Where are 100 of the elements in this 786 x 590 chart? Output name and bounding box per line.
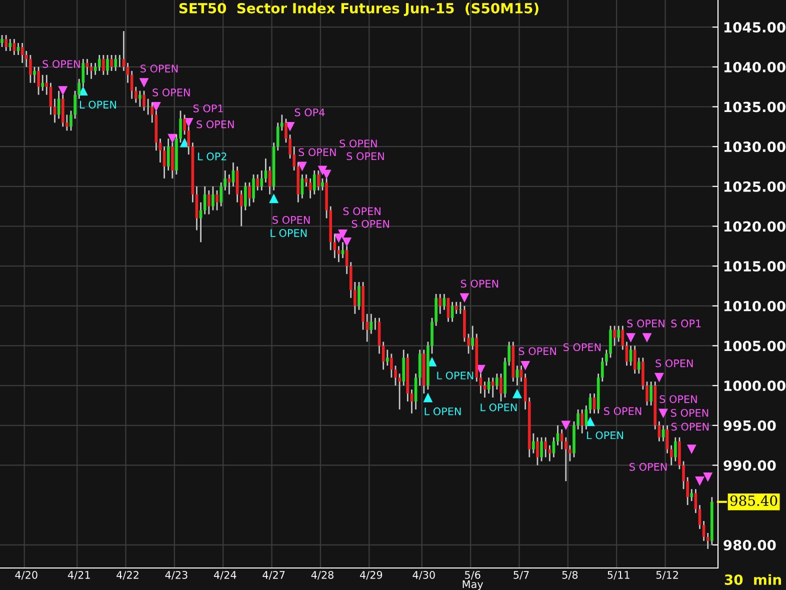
candlestick <box>382 341 385 370</box>
candlestick <box>418 349 422 386</box>
candlestick <box>674 436 677 462</box>
candlestick <box>613 325 616 346</box>
point <box>512 388 522 398</box>
point <box>654 372 664 382</box>
candlestick <box>166 138 170 172</box>
annotation: S OPEN <box>460 280 498 288</box>
candlestick <box>430 317 434 354</box>
point <box>269 194 279 204</box>
candlestick <box>544 436 548 458</box>
point <box>686 444 696 454</box>
candlestick <box>467 333 470 354</box>
y-tick-label: 1015.00 <box>724 261 786 272</box>
candlestick <box>690 488 694 502</box>
candlestick <box>390 353 393 378</box>
annotation: S OPEN <box>42 60 80 68</box>
y-tick-label: 1045.00 <box>724 22 786 33</box>
candlestick <box>41 74 44 92</box>
annotation: L OPEN <box>437 372 474 380</box>
point <box>338 230 348 239</box>
candlestick <box>0 34 4 48</box>
candlestick <box>61 94 64 128</box>
candlestick <box>609 325 612 358</box>
x-tick-label: 4/24 <box>214 570 236 580</box>
candlestick <box>496 372 498 390</box>
candlestick <box>706 532 710 550</box>
annotation: S OPEN <box>152 88 190 96</box>
candlestick <box>532 432 535 454</box>
candlestick <box>284 118 288 144</box>
candlestick <box>8 38 12 52</box>
annotation: S OPEN <box>656 359 693 368</box>
annotation: S OPEN <box>630 462 667 471</box>
candlestick <box>438 293 442 315</box>
candlestick <box>374 317 377 330</box>
candlestick <box>74 90 76 120</box>
y-tick-label: 1005.00 <box>724 340 786 352</box>
candlestick <box>114 54 118 72</box>
candlestick <box>29 54 32 84</box>
candlestick <box>434 293 438 327</box>
y-tick-label: 1025.00 <box>724 181 786 192</box>
point <box>139 78 149 88</box>
annotation: S OPEN <box>604 407 642 416</box>
candlestick <box>321 178 324 192</box>
y-tick-label: 990.00 <box>724 460 776 471</box>
candlestick <box>508 341 511 366</box>
candlestick <box>45 74 48 96</box>
point <box>695 476 704 486</box>
annotation: S OPEN <box>196 120 234 128</box>
candlestick <box>244 182 247 212</box>
candlestick <box>142 90 146 112</box>
candlestick <box>203 186 206 215</box>
candlestick <box>110 54 113 72</box>
point <box>423 392 433 402</box>
x-tick-label: 4/28 <box>311 570 334 580</box>
y-tick-label: 1020.00 <box>724 221 786 232</box>
y-tick-label: 1010.00 <box>724 300 786 312</box>
y-tick-label: 1040.00 <box>724 62 786 72</box>
annotation: L OPEN <box>587 431 623 440</box>
candlestick <box>536 436 539 466</box>
candlestick <box>386 349 389 366</box>
x-tick-label: 4/30 <box>412 570 435 580</box>
candlestick <box>491 376 494 398</box>
annotation: L OP2 <box>198 152 226 160</box>
annotation: S OPEN <box>140 64 178 72</box>
candlestick <box>138 90 142 108</box>
annotation: S OPEN <box>340 140 377 148</box>
text: 985.40 <box>730 495 778 506</box>
annotation: S OPEN <box>272 216 310 224</box>
annotation: S OP4 <box>294 108 325 116</box>
candlestick <box>394 364 397 386</box>
point <box>58 86 68 96</box>
candlestick <box>212 186 214 212</box>
candlestick <box>70 110 72 132</box>
candlestick <box>130 70 134 100</box>
x-tick-label: 5/6 May <box>462 570 484 590</box>
candlestick <box>179 110 182 144</box>
candlestick <box>370 313 373 334</box>
point <box>151 102 161 112</box>
point <box>342 237 352 247</box>
annotation: S OPEN <box>564 343 601 352</box>
annotation: S OPEN <box>627 320 664 328</box>
candlestick <box>106 54 109 76</box>
candlestick <box>220 182 222 208</box>
point <box>626 333 636 342</box>
candlestick <box>4 34 8 52</box>
candlestick <box>240 190 243 227</box>
candlestick <box>650 380 652 406</box>
candlestick <box>288 134 292 160</box>
point <box>520 360 530 370</box>
point <box>658 408 668 418</box>
candlestick <box>170 142 174 180</box>
annotation: S OPEN <box>671 408 708 417</box>
y-tick-label: 995.00 <box>724 420 776 431</box>
x-tick-label: 5/11 <box>608 571 630 580</box>
point <box>460 293 470 303</box>
candlestick <box>678 436 681 470</box>
annotation: L OPEN <box>270 229 307 237</box>
annotation: S OP1 <box>193 104 223 112</box>
candlestick <box>358 281 360 311</box>
